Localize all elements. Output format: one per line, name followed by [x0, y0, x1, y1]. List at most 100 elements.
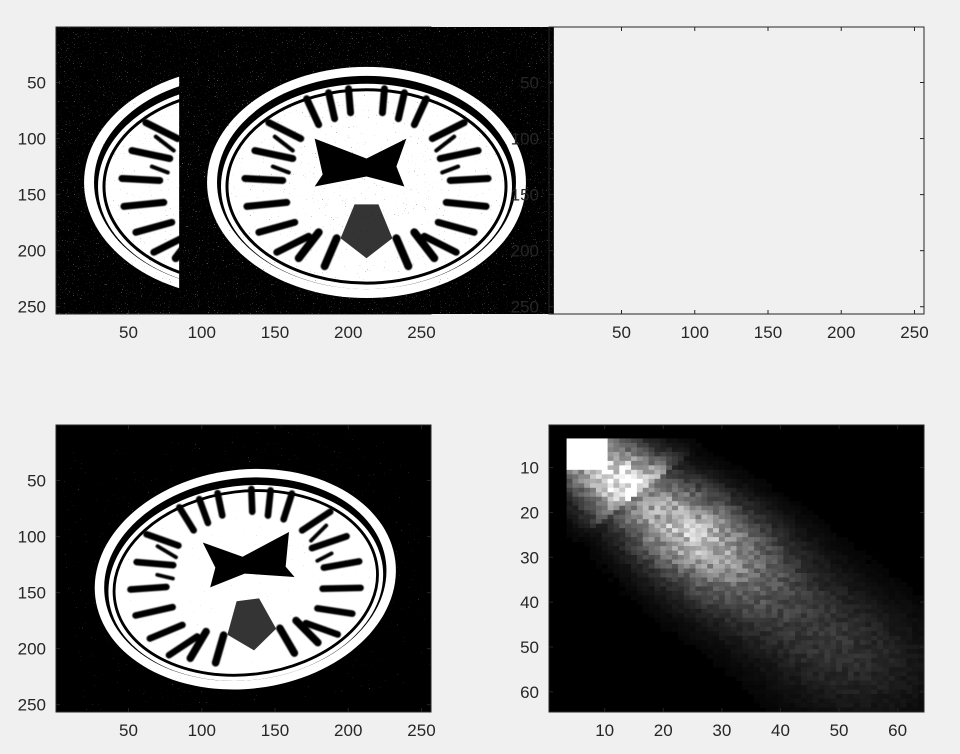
histogram-cell: [607, 460, 614, 466]
histogram-cell: [818, 523, 825, 529]
histogram-cell: [707, 483, 714, 489]
histogram-cell: [765, 546, 773, 551]
histogram-cell: [666, 492, 673, 498]
histogram-cell: [795, 532, 802, 538]
histogram-cell: [853, 644, 860, 650]
histogram-cell: [795, 667, 802, 673]
histogram-cell: [742, 546, 749, 551]
histogram-cell: [730, 564, 737, 569]
histogram-cell: [800, 555, 808, 560]
histogram-cell: [572, 492, 579, 498]
histogram-cell: [836, 568, 843, 574]
histogram-cell: [759, 577, 767, 583]
histogram-cell: [666, 460, 673, 466]
histogram-cell: [742, 680, 749, 686]
histogram-cell: [695, 465, 702, 471]
histogram-cell: [894, 617, 901, 623]
histogram-cell: [824, 662, 831, 668]
histogram-cell: [654, 465, 661, 471]
histogram-cell: [642, 564, 650, 569]
histogram-cell: [900, 640, 907, 646]
histogram-cell: [742, 662, 749, 668]
histogram-cell: [654, 617, 661, 623]
histogram-cell: [607, 555, 614, 560]
histogram-cell: [701, 451, 708, 457]
histogram-cell: [877, 653, 884, 659]
histogram-cell: [795, 694, 802, 699]
histogram-cell: [795, 572, 802, 578]
histogram-cell: [648, 442, 655, 448]
histogram-cell: [666, 469, 673, 475]
histogram-cell: [789, 501, 796, 507]
histogram-cell: [783, 564, 790, 569]
histogram-cell: [724, 572, 732, 578]
histogram-cell: [730, 667, 737, 673]
histogram-cell: [754, 617, 761, 623]
histogram-cell: [566, 438, 573, 444]
histogram-cell: [730, 514, 737, 520]
subplot-1-ytick-label: 100: [18, 130, 46, 149]
histogram-cell: [742, 528, 749, 534]
histogram-cell: [631, 595, 638, 601]
histogram-cell: [578, 465, 585, 471]
histogram-cell: [836, 590, 843, 596]
histogram-cell: [795, 550, 802, 556]
histogram-cell: [894, 608, 901, 614]
histogram-cell: [660, 460, 667, 466]
histogram-cell: [566, 451, 573, 457]
subplot-2-ytick-label: 250: [511, 298, 539, 317]
histogram-cell: [759, 590, 767, 596]
histogram-cell: [812, 689, 819, 695]
histogram-cell: [695, 478, 702, 484]
histogram-cell: [689, 483, 696, 489]
histogram-cell: [683, 550, 691, 556]
histogram-cell: [812, 685, 819, 690]
histogram-cell: [648, 532, 655, 538]
histogram-cell: [894, 671, 901, 677]
histogram-cell: [759, 550, 767, 556]
histogram-cell: [730, 519, 737, 525]
histogram-cell: [701, 505, 708, 511]
histogram-cell: [730, 608, 737, 614]
histogram-cell: [677, 559, 685, 565]
histogram-cell: [847, 626, 855, 632]
histogram-cell: [695, 581, 702, 587]
histogram-cell: [865, 604, 872, 610]
histogram-cell: [748, 658, 755, 664]
histogram-cell: [718, 487, 726, 493]
histogram-cell: [695, 537, 702, 542]
histogram-cell: [894, 685, 901, 690]
histogram-cell: [806, 599, 814, 605]
histogram-cell: [812, 707, 819, 713]
histogram-cell: [853, 685, 860, 690]
subplot-3-axes-frame: [55, 424, 432, 713]
histogram-cell: [677, 438, 685, 444]
histogram-cell: [789, 640, 796, 646]
histogram-cell: [736, 478, 743, 484]
histogram-cell: [795, 559, 802, 565]
histogram-cell: [654, 564, 661, 569]
histogram-cell: [648, 537, 655, 542]
histogram-cell: [918, 662, 925, 668]
histogram-cell: [566, 469, 573, 475]
histogram-cell: [777, 572, 784, 578]
histogram-cell: [636, 528, 644, 534]
histogram-cell: [672, 568, 679, 574]
histogram-cell: [877, 626, 884, 632]
histogram-cell: [718, 617, 726, 623]
histogram-cell: [812, 572, 819, 578]
subplot-3-xtick-label: 150: [261, 721, 289, 740]
histogram-cell: [841, 653, 849, 659]
histogram-cell: [847, 613, 855, 619]
histogram-cell: [754, 676, 761, 682]
histogram-cell: [654, 492, 661, 498]
histogram-cell: [631, 442, 638, 448]
histogram-cell: [906, 694, 913, 699]
histogram-cell: [713, 514, 720, 520]
histogram-cell: [795, 608, 802, 614]
histogram-cell: [648, 465, 655, 471]
histogram-cell: [777, 667, 784, 673]
histogram-cell: [765, 532, 773, 538]
histogram-cell: [759, 689, 767, 695]
histogram-cell: [707, 478, 714, 484]
